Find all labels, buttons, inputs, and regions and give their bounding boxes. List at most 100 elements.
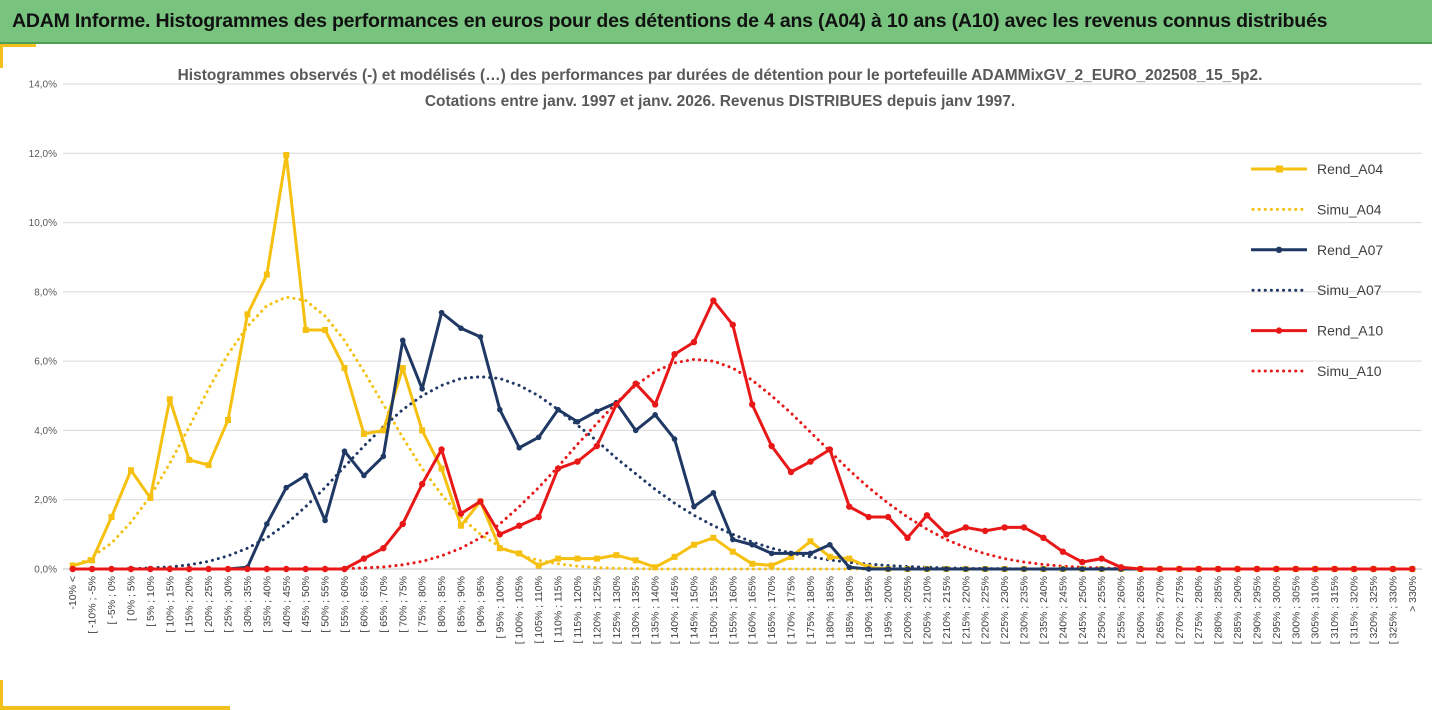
data-point	[1292, 565, 1300, 573]
data-point	[341, 565, 348, 573]
data-point	[729, 321, 736, 328]
data-point	[341, 365, 348, 372]
x-tick-label: [ 235% ; 240%	[1038, 576, 1050, 644]
data-point	[749, 401, 756, 408]
x-tick-label: [ 180% ; 185%	[824, 576, 836, 644]
data-point	[1273, 565, 1280, 573]
x-tick-label: [ 200% ; 205%	[902, 576, 914, 644]
data-point	[244, 311, 251, 318]
x-tick-label: [ 110% ; 115%	[553, 576, 565, 643]
data-point	[127, 565, 135, 573]
data-point	[380, 427, 387, 434]
x-tick-label: [ 265% ; 270%	[1154, 576, 1166, 644]
data-point	[322, 326, 329, 333]
x-tick-label: [ 280% ; 285%	[1213, 576, 1225, 644]
x-tick-label: [ 270% ; 275%	[1174, 576, 1186, 644]
data-point	[962, 524, 969, 531]
x-tick-label: [ 240% ; 245%	[1057, 576, 1069, 644]
x-tick-label: [ 255% ; 260%	[1116, 576, 1128, 644]
series-rend-a10	[69, 297, 1416, 573]
data-point	[418, 480, 426, 488]
data-point	[788, 550, 794, 557]
data-point	[1350, 565, 1358, 573]
x-tick-label: [ 245% ; 250%	[1077, 576, 1089, 644]
data-point	[768, 562, 775, 569]
chart-title: Histogrammes observés (-) et modélisés (…	[178, 67, 1263, 84]
data-point	[690, 541, 697, 548]
series-simu-a04	[71, 295, 1414, 571]
data-point	[147, 494, 154, 501]
x-tick-label: [ 285% ; 290%	[1232, 576, 1244, 644]
data-point	[651, 401, 659, 408]
data-point	[924, 566, 930, 572]
data-point	[1176, 565, 1183, 573]
data-point	[516, 550, 523, 557]
x-tick-label: [ 260% ; 265%	[1135, 576, 1147, 644]
data-point	[1001, 524, 1008, 531]
data-point	[846, 503, 853, 510]
data-point	[1079, 558, 1086, 566]
y-tick-label: 2,0%	[34, 495, 57, 506]
x-tick-label: [ 160% ; 165%	[747, 576, 759, 644]
data-point	[729, 536, 736, 543]
data-point	[632, 557, 639, 564]
data-point	[496, 531, 504, 538]
data-point	[613, 401, 620, 408]
data-point	[1040, 534, 1047, 542]
legend-item: Simu_A07	[1251, 282, 1382, 298]
data-point	[399, 337, 406, 344]
data-point	[1021, 566, 1027, 572]
data-point	[981, 527, 989, 535]
data-point	[108, 565, 115, 573]
series-layer	[69, 152, 1416, 573]
data-point	[88, 565, 96, 573]
data-point	[186, 456, 193, 463]
legend-label: Simu_A07	[1317, 282, 1382, 298]
x-tick-label: [ 150% ; 155%	[708, 576, 720, 644]
x-tick-label: [ 155% ; 160%	[727, 576, 739, 644]
data-point	[69, 562, 76, 569]
x-tick-label: [ 305% ; 310%	[1310, 576, 1322, 644]
x-tick-label: [ 210% ; 215%	[941, 576, 953, 644]
data-point	[438, 446, 445, 453]
data-point	[205, 565, 212, 573]
x-tick-label: [ 60% ; 65%	[358, 576, 370, 633]
data-point	[399, 520, 406, 528]
data-point	[108, 514, 115, 521]
x-tick-label: > 330%	[1407, 576, 1419, 612]
data-point	[690, 338, 698, 346]
data-point	[1001, 566, 1008, 572]
data-point	[244, 565, 251, 573]
frame-corner-bottom-left-vertical	[0, 680, 3, 710]
data-point	[807, 538, 814, 545]
data-point	[710, 297, 717, 304]
x-tick-label: [ 25% ; 30%	[223, 576, 235, 633]
legend-label: Simu_A10	[1317, 363, 1382, 379]
data-point	[419, 427, 426, 434]
y-tick-label: 0,0%	[34, 565, 57, 576]
data-point	[127, 467, 134, 474]
data-point	[574, 555, 581, 562]
data-point	[1409, 565, 1416, 573]
data-point	[360, 430, 367, 437]
x-tick-label: [ 45% ; 50%	[300, 576, 312, 633]
legend-label: Rend_A04	[1317, 161, 1383, 177]
data-point	[1214, 565, 1222, 573]
data-point	[1195, 565, 1202, 573]
x-tick-label: [ 120% ; 125%	[591, 576, 603, 644]
legend-marker	[1276, 165, 1283, 173]
data-point	[982, 566, 988, 572]
data-point	[458, 325, 464, 332]
x-tick-label: [ 0% ; 5%	[125, 576, 137, 621]
data-point	[535, 513, 542, 521]
data-point	[1370, 565, 1377, 573]
chart-subtitle: Cotations entre janv. 1997 et janv. 2026…	[425, 93, 1015, 110]
legend-item: Simu_A10	[1251, 363, 1382, 379]
x-tick-label: [ 290% ; 295%	[1251, 576, 1263, 644]
page-title: ADAM Informe. Histogrammes des performan…	[12, 10, 1328, 32]
data-point	[555, 406, 561, 413]
x-tick-label: [ 70% ; 75%	[397, 576, 409, 633]
x-tick-label: [ 40% ; 45%	[281, 576, 293, 633]
series-line	[71, 295, 1414, 571]
data-point	[1117, 564, 1125, 571]
